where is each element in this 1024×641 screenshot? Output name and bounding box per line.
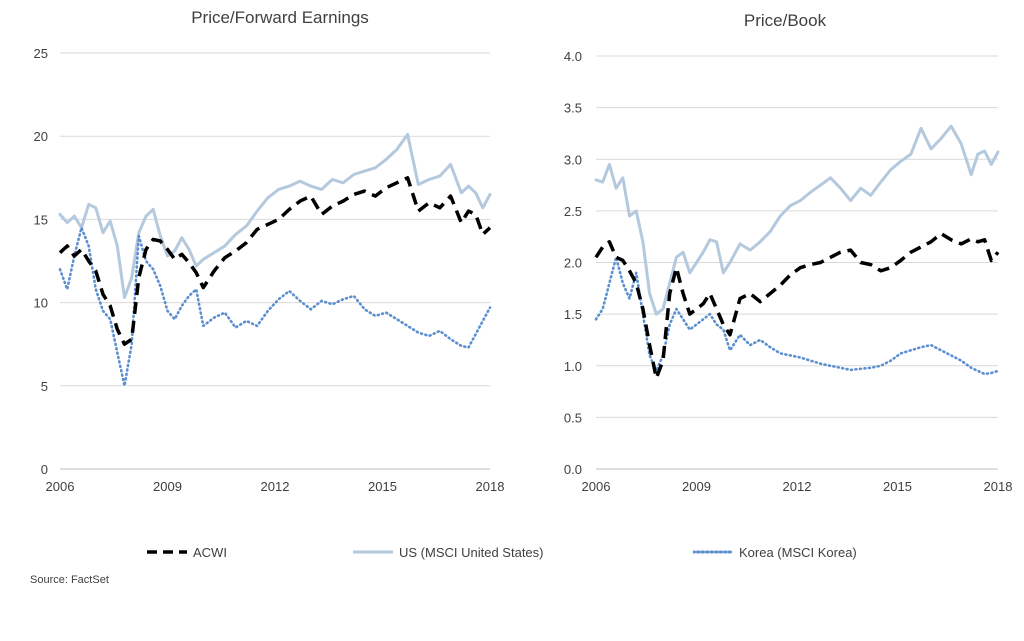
x-tick-label: 2012 (783, 479, 812, 494)
x-tick-label: 2009 (682, 479, 711, 494)
x-tick-label: 2012 (261, 479, 290, 494)
legend-label-acwi: ACWI (193, 544, 227, 560)
chart-price-book: 0.0 0.5 1.0 1.5 2.0 2.5 3.0 3.5 4.0 2006 2009 2012 2… (564, 49, 1013, 494)
series-line-us (58, 133, 492, 300)
legend-label-us: US (MSCI United States) (399, 544, 544, 560)
y-tick-label: 1.5 (564, 307, 582, 322)
legend-swatch-acwi (147, 550, 187, 554)
series-line-us (594, 124, 1000, 316)
y-tick-label: 15 (34, 212, 48, 227)
y-tick-label: 0 (41, 462, 48, 477)
series-line-korea (58, 226, 492, 388)
y-tick-label: 4.0 (564, 49, 582, 64)
legend-item-acwi: ACWI (147, 540, 227, 564)
chart-title-left: Price/Forward Earnings (191, 8, 369, 27)
legend: ACWI US (MSCI United States) Korea (MSCI… (0, 540, 1024, 564)
legend-swatch-korea (693, 550, 733, 554)
series-line-korea (594, 256, 1000, 376)
x-tick-label: 2015 (368, 479, 397, 494)
x-tick-label: 2006 (582, 479, 611, 494)
chart-title-right: Price/Book (743, 11, 827, 30)
series-line-acwi (594, 231, 1000, 380)
y-tick-label: 2.0 (564, 256, 582, 271)
legend-item-korea: Korea (MSCI Korea) (693, 540, 857, 564)
series-line-acwi (58, 176, 492, 346)
x-tick-label: 2009 (153, 479, 182, 494)
y-tick-label: 1.0 (564, 359, 582, 374)
x-tick-label: 2018 (476, 479, 505, 494)
y-tick-label: 3.5 (564, 101, 582, 116)
y-tick-label: 3.0 (564, 152, 582, 167)
source-note: Source: FactSet (30, 574, 109, 586)
y-tick-label: 25 (34, 46, 48, 61)
y-tick-label: 0.5 (564, 410, 582, 425)
x-tick-label: 2006 (46, 479, 75, 494)
y-tick-label: 2.5 (564, 204, 582, 219)
y-tick-label: 10 (34, 296, 48, 311)
x-tick-label: 2015 (883, 479, 912, 494)
legend-swatch-us (353, 550, 393, 554)
chart-price-forward-earnings: 0 5 10 15 20 25 2006 2009 2012 2015 2018 (34, 46, 505, 494)
legend-item-us: US (MSCI United States) (353, 540, 544, 564)
legend-label-korea: Korea (MSCI Korea) (739, 544, 857, 560)
x-tick-label: 2018 (984, 479, 1013, 494)
y-tick-label: 20 (34, 129, 48, 144)
y-tick-label: 5 (41, 379, 48, 394)
y-tick-label: 0.0 (564, 462, 582, 477)
